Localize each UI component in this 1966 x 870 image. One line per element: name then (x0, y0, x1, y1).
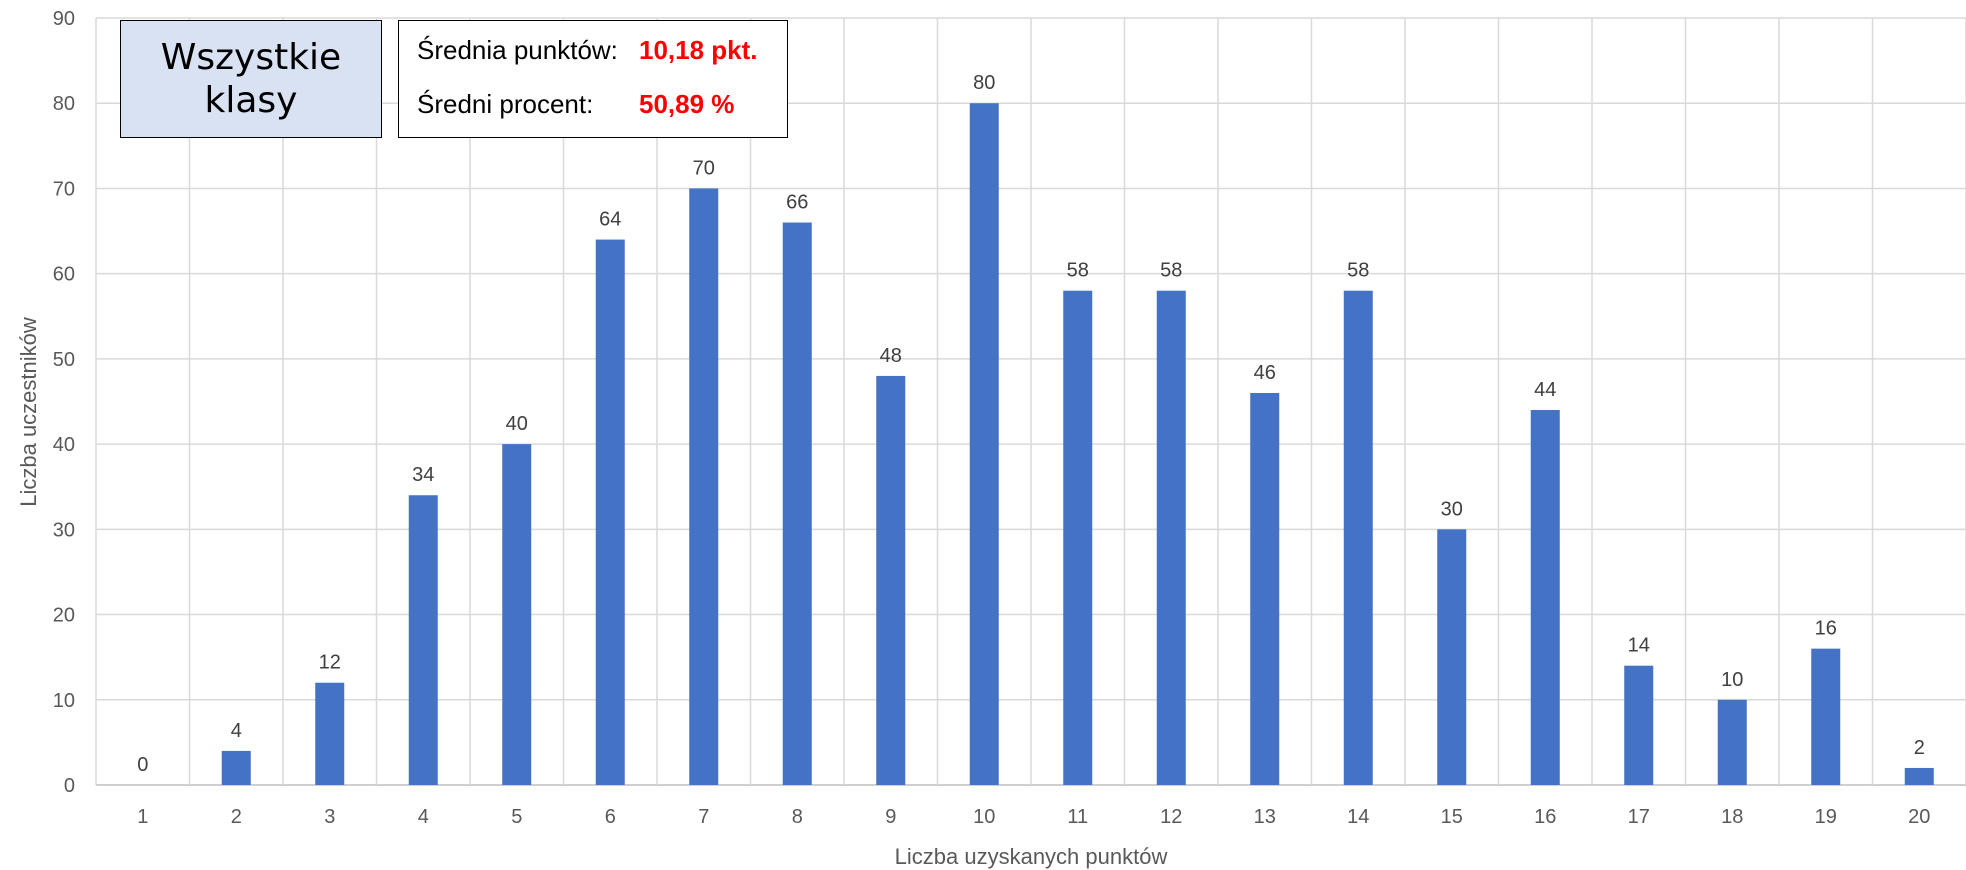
data-label: 58 (1160, 260, 1182, 282)
y-tick-label: 20 (53, 605, 75, 627)
bar (1343, 290, 1373, 785)
average-points-label: Średnia punktów: (417, 35, 618, 65)
bar (1437, 529, 1467, 785)
bar (1063, 290, 1093, 785)
y-tick-label: 80 (53, 93, 75, 115)
x-axis-title: Liczba uzyskanych punktów (895, 844, 1168, 869)
data-label: 80 (973, 72, 995, 94)
x-tick-label: 20 (1908, 806, 1930, 828)
class-title-box: Wszystkie klasy (120, 20, 382, 138)
y-tick-label: 50 (53, 349, 75, 371)
y-tick-label: 30 (53, 519, 75, 541)
data-label: 48 (880, 345, 902, 367)
x-tick-label: 12 (1160, 806, 1182, 828)
bar (689, 188, 719, 785)
x-tick-label: 11 (1067, 806, 1088, 828)
x-tick-label: 13 (1254, 806, 1276, 828)
data-label: 40 (506, 413, 528, 435)
data-label: 34 (412, 464, 434, 486)
bar (595, 239, 625, 786)
data-label: 16 (1815, 618, 1837, 640)
x-tick-label: 10 (973, 806, 995, 828)
y-tick-label: 70 (53, 178, 75, 200)
x-tick-label: 5 (511, 806, 522, 828)
bar (221, 750, 251, 785)
x-tick-label: 6 (605, 806, 616, 828)
x-tick-label: 4 (418, 806, 429, 828)
data-label: 64 (599, 209, 621, 231)
x-tick-label: 17 (1628, 806, 1650, 828)
bar (1156, 290, 1186, 785)
bars (221, 103, 1934, 786)
x-tick-label: 3 (324, 806, 335, 828)
data-label: 10 (1721, 669, 1743, 691)
x-tick-label: 18 (1721, 806, 1743, 828)
data-label: 70 (693, 157, 715, 179)
y-tick-label: 10 (53, 690, 75, 712)
data-label: 0 (137, 754, 148, 776)
y-tick-label: 0 (64, 775, 75, 797)
x-tick-label: 8 (792, 806, 803, 828)
data-label: 58 (1347, 260, 1369, 282)
bar (1530, 410, 1560, 785)
x-tick-label: 16 (1534, 806, 1556, 828)
bar (876, 375, 906, 785)
bar (969, 103, 999, 785)
average-percent-value: 50,89 % (639, 89, 735, 119)
bar (502, 444, 532, 785)
gridlines (95, 17, 1966, 786)
bar (782, 222, 812, 786)
x-tick-label: 2 (231, 806, 242, 828)
data-label: 4 (231, 720, 242, 742)
data-labels: 0 4 12 34 40 64 70 66 48 80 58 58 46 58 30 44 14 10 16 2 (137, 72, 1925, 776)
bar (408, 495, 438, 785)
data-label: 30 (1441, 498, 1463, 520)
stats-box: Średnia punktów: 10,18 pkt. Średni procen… (398, 20, 788, 138)
data-label: 58 (1067, 260, 1089, 282)
bar (1624, 665, 1654, 785)
x-axis-ticks: 1 2 3 4 5 6 7 8 9 10 11 12 13 14 15 16 17 18 19 20 (137, 806, 1930, 828)
bar (315, 682, 345, 785)
y-tick-label: 40 (53, 434, 75, 456)
y-tick-label: 60 (53, 264, 75, 286)
x-tick-label: 7 (698, 806, 709, 828)
bar (1717, 699, 1747, 785)
data-label: 14 (1628, 635, 1650, 657)
bar (1904, 767, 1934, 785)
bar (1250, 392, 1280, 785)
data-label: 12 (319, 652, 341, 674)
x-tick-label: 1 (137, 806, 148, 828)
bar (1811, 648, 1841, 785)
average-percent-row: Średni procent: 50,89 % (417, 89, 734, 120)
data-label: 66 (786, 192, 808, 214)
data-label: 46 (1254, 362, 1276, 384)
average-points-value: 10,18 pkt. (639, 35, 758, 65)
y-axis-ticks: 0 10 20 30 40 50 60 70 80 90 (53, 8, 75, 797)
x-tick-label: 19 (1815, 806, 1837, 828)
average-percent-label: Średni procent: (417, 89, 594, 119)
average-points-row: Średnia punktów: 10,18 pkt. (417, 35, 758, 66)
x-tick-label: 15 (1441, 806, 1463, 828)
y-tick-label: 90 (53, 8, 75, 30)
y-axis-title: Liczba uczestników (16, 317, 41, 507)
data-label: 44 (1534, 379, 1556, 401)
data-label: 2 (1914, 737, 1925, 759)
x-tick-label: 9 (885, 806, 896, 828)
x-tick-label: 14 (1347, 806, 1369, 828)
